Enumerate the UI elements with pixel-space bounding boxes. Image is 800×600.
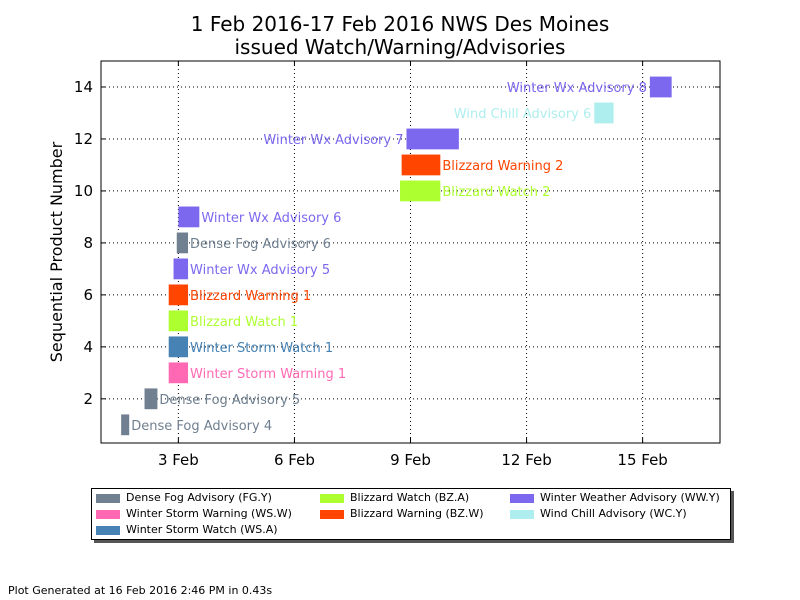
y-tick-label: 10 (74, 182, 93, 200)
event-label: Blizzard Warning 2 (442, 159, 563, 174)
legend-swatch (510, 493, 534, 503)
event-label: Winter Storm Watch 1 (190, 341, 333, 356)
y-tick-label: 12 (74, 130, 93, 148)
legend-entry: Winter Storm Warning (WS.W) (96, 507, 292, 520)
y-tick-label: 6 (83, 286, 93, 304)
grid-lines (101, 61, 720, 443)
legend-entry: Blizzard Warning (BZ.W) (320, 507, 484, 520)
y-tick-label: 14 (74, 78, 93, 96)
event-bar (401, 154, 441, 176)
event-label: Blizzard Warning 1 (190, 289, 311, 304)
axis-ticks: 3 Feb 6 Feb 9 Feb 12 Feb 15 Feb 2 4 6 8 10 12 14 (74, 61, 720, 469)
event-label: Winter Wx Advisory 5 (190, 263, 330, 278)
event-bar (173, 258, 189, 280)
event-label: Dense Fog Advisory 4 (131, 419, 272, 434)
legend-swatch (96, 525, 120, 535)
y-tick-label: 2 (83, 390, 93, 408)
event-bars (121, 76, 672, 436)
y-tick-label: 4 (83, 338, 93, 356)
x-tick-label: 9 Feb (390, 451, 431, 469)
event-bar (400, 180, 441, 202)
event-label: Wind Chill Advisory 6 (454, 107, 591, 122)
y-tick-label: 8 (83, 234, 93, 252)
event-label: Winter Storm Warning 1 (190, 367, 346, 382)
event-bar (178, 206, 200, 228)
x-tick-label: 15 Feb (617, 451, 667, 469)
event-label: Blizzard Watch 1 (190, 315, 298, 330)
event-label: Blizzard Watch 2 (442, 185, 550, 200)
event-label: Dense Fog Advisory 5 (159, 393, 300, 408)
legend-entry: Winter Storm Watch (WS.A) (96, 523, 278, 536)
legend-label: Blizzard Watch (BZ.A) (350, 491, 470, 504)
event-bar (168, 362, 189, 384)
legend-swatch (96, 509, 120, 519)
event-bar (594, 102, 614, 124)
legend-swatch (320, 509, 344, 519)
legend-label: Blizzard Warning (BZ.W) (350, 507, 484, 520)
x-tick-label: 12 Feb (501, 451, 551, 469)
legend-label: Wind Chill Advisory (WC.Y) (540, 507, 687, 520)
legend-entry: Dense Fog Advisory (FG.Y) (96, 491, 272, 504)
legend-swatch (510, 509, 534, 519)
legend-entry: Blizzard Watch (BZ.A) (320, 491, 469, 504)
event-bar (168, 310, 189, 332)
plot-footer: Plot Generated at 16 Feb 2016 2:46 PM in… (8, 584, 273, 597)
event-label: Winter Wx Advisory 6 (201, 211, 341, 226)
legend-swatch (320, 493, 344, 503)
event-bar (121, 414, 130, 436)
event-bar (168, 284, 189, 306)
event-labels: Dense Fog Advisory 4 Dense Fog Advisory 5… (131, 81, 647, 434)
chart-title-line-1: 1 Feb 2016-17 Feb 2016 NWS Des Moines (190, 12, 610, 36)
legend: Dense Fog Advisory (FG.Y) Winter Storm Wa… (91, 488, 731, 540)
x-tick-label: 3 Feb (158, 451, 199, 469)
legend-swatch (96, 493, 120, 503)
legend-label: Winter Weather Advisory (WW.Y) (540, 491, 720, 504)
event-bar (649, 76, 672, 98)
x-tick-label: 6 Feb (274, 451, 315, 469)
event-label: Dense Fog Advisory 6 (190, 237, 331, 252)
event-label: Winter Wx Advisory 8 (507, 81, 647, 96)
event-label: Winter Wx Advisory 7 (263, 133, 403, 148)
chart-title-line-2: issued Watch/Warning/Advisories (234, 35, 566, 59)
legend-label: Dense Fog Advisory (FG.Y) (126, 491, 272, 504)
legend-label: Winter Storm Warning (WS.W) (126, 507, 292, 520)
event-bar (168, 336, 189, 358)
event-bar (406, 128, 459, 150)
event-bar (176, 232, 189, 254)
legend-label: Winter Storm Watch (WS.A) (126, 523, 278, 536)
legend-entry: Wind Chill Advisory (WC.Y) (510, 507, 687, 520)
event-bar (144, 388, 158, 410)
legend-entry: Winter Weather Advisory (WW.Y) (510, 491, 720, 504)
y-axis-label: Sequential Product Number (47, 141, 66, 362)
